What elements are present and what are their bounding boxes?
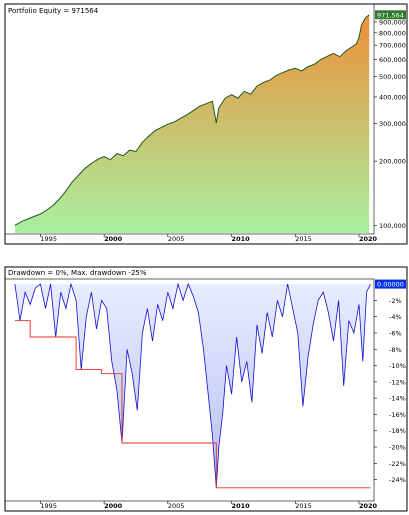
x-tick-label: 1995 [40,235,57,243]
equity-chart-title: Portfolio Equity = 971564 [8,7,99,15]
y-tick-label: 900,000 [379,18,406,26]
equity-series-line [14,14,370,226]
y-tick-label: 600,000 [379,56,406,64]
x-tick-label: 2015 [295,502,312,510]
y-tick-label: -6% [389,329,402,337]
y-tick-label: -20% [389,444,406,452]
x-tick-label: 2010 [232,502,251,510]
x-tick-label: 2000 [104,502,123,510]
x-tick-label: 2005 [168,502,185,510]
y-tick-label: 800,000 [379,29,406,37]
y-tick-label: -4% [389,313,402,321]
y-tick-label: 100,000 [379,222,406,230]
equity-value-badge [375,10,406,20]
x-tick-label: 1995 [40,502,57,510]
y-tick-label: -22% [389,460,406,468]
drawdown-chart-title: Drawdown = 0%, Max. drawdown -25% [8,269,147,277]
y-tick-label: -2% [389,297,402,305]
y-tick-label: 500,000 [379,73,406,81]
y-tick-label: -14% [389,395,406,403]
drawdown-series-line [14,282,371,488]
y-tick-label: -10% [389,362,406,370]
y-tick-label: 300,000 [379,120,406,128]
x-tick-label: 2015 [295,235,312,243]
x-tick-label: 2000 [104,235,123,243]
y-tick-label: -18% [389,427,406,435]
y-tick-label: 400,000 [379,93,406,101]
y-tick-label: 200,000 [379,158,406,166]
max-drawdown-step-line [14,320,371,489]
equity-value-badge-label: 971,564 [377,11,404,19]
x-tick-label: 2010 [232,235,251,243]
y-tick-label: 700,000 [379,42,406,50]
y-tick-label: -8% [389,346,402,354]
y-tick-label: -12% [389,378,406,386]
drawdown-value-badge-label: 0.00000 [377,281,404,289]
drawdown-value-badge [375,279,406,289]
x-tick-label: 2005 [168,235,185,243]
drawdown-plot-area [4,278,375,502]
x-tick-label: 2020 [359,235,378,243]
y-tick-label: -16% [389,411,406,419]
equity-plot-area [4,3,375,235]
equity-area-fill [14,14,370,233]
drawdown-area-fill [14,284,371,488]
x-tick-label: 2020 [359,502,378,510]
y-tick-label: -24% [389,476,406,484]
